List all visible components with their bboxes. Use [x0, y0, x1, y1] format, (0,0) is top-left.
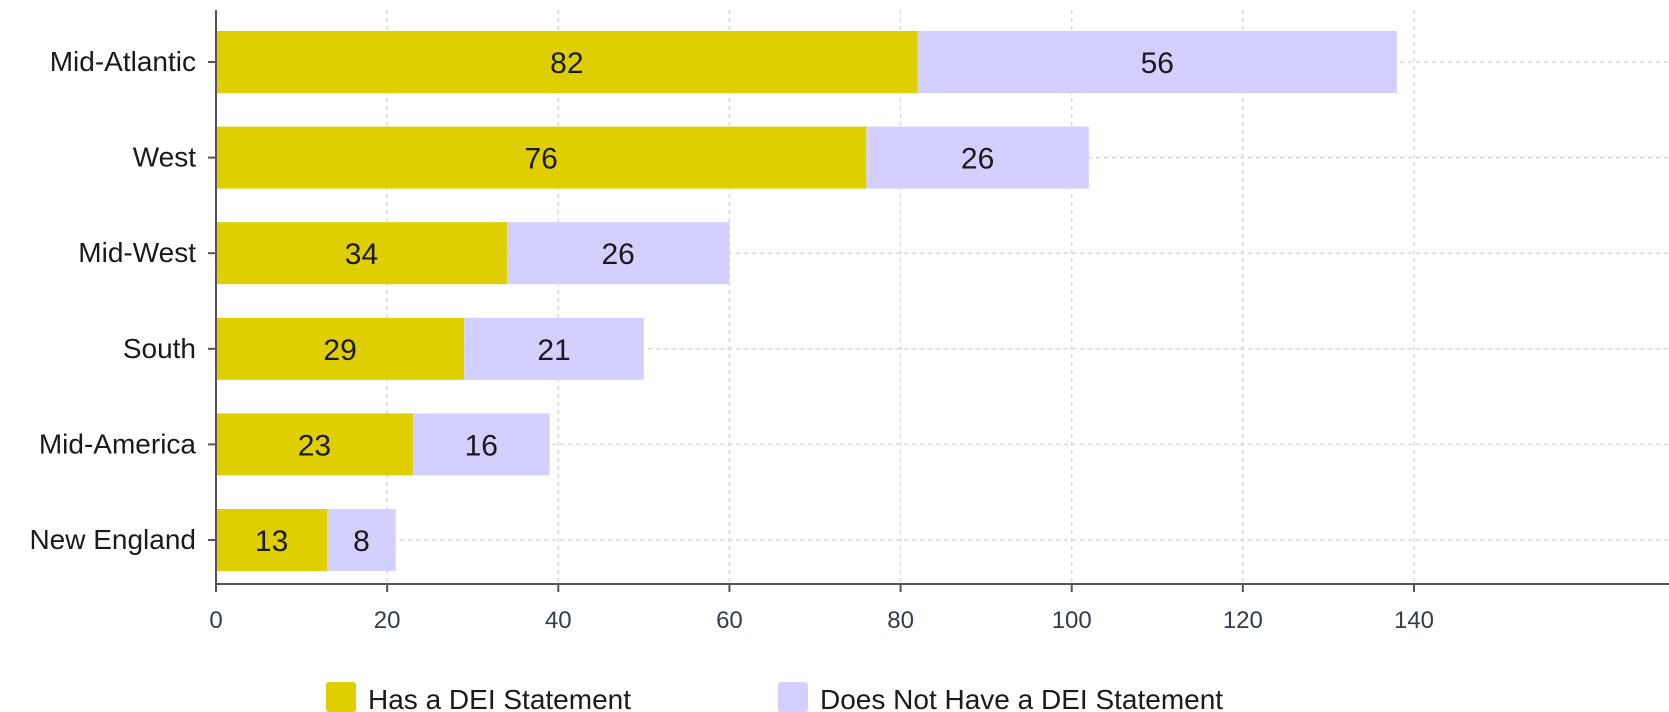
x-tick-label: 60 [716, 607, 743, 634]
bar-mid-atlantic-has-dei [216, 31, 918, 93]
bar-value-label: 56 [1141, 47, 1174, 80]
grid-lines [216, 10, 1669, 584]
bar-value-label: 23 [298, 429, 331, 462]
bar-mid-america-has-dei [216, 413, 413, 476]
axes: Mid-Atlantic West Mid-West South Mid-America… [29, 10, 1669, 634]
legend-swatch-does-not-have-a-dei-statement [778, 682, 808, 712]
legend-label-does-not-have-a-dei-statement: Does Not Have a DEI Statement [820, 684, 1223, 712]
bars: 82 56 76 26 34 26 29 21 23 16 13 8 [216, 31, 1397, 571]
legend: Has a DEI Statement Does Not Have a DEI S… [326, 682, 1223, 712]
y-tick-label-south: South [123, 333, 196, 364]
legend-label-has-a-dei-statement: Has a DEI Statement [368, 684, 631, 712]
x-tick-label: 20 [374, 607, 401, 634]
bar-value-label: 16 [465, 429, 498, 462]
y-tick-label-west: West [133, 142, 196, 173]
bar-mid-west-has-dei [216, 222, 507, 285]
x-tick-label: 120 [1223, 607, 1263, 634]
bar-new-england-no-dei [327, 509, 396, 571]
bar-value-label: 21 [537, 334, 570, 367]
x-tick-label: 100 [1052, 607, 1092, 634]
x-tick-label: 40 [545, 607, 572, 634]
x-tick-label: 0 [209, 607, 222, 634]
y-tick-label-mid-america: Mid-America [39, 428, 197, 459]
bar-value-label: 8 [353, 525, 370, 558]
bar-south-no-dei [464, 317, 644, 380]
bar-value-label: 13 [255, 525, 288, 558]
bar-west-no-dei [866, 126, 1089, 189]
x-tick-label: 140 [1394, 607, 1434, 634]
bar-west-has-dei [216, 126, 867, 189]
y-tick-label-mid-atlantic: Mid-Atlantic [50, 46, 196, 77]
bar-mid-atlantic-no-dei [917, 31, 1397, 93]
x-tick-label: 80 [887, 607, 914, 634]
bar-value-label: 29 [323, 334, 356, 367]
bar-mid-america-no-dei [412, 413, 550, 476]
bar-value-label: 26 [601, 238, 634, 271]
y-tick-label-new-england: New England [29, 524, 196, 555]
bar-value-label: 76 [524, 143, 557, 176]
legend-swatch-has-a-dei-statement [326, 682, 356, 712]
bar-new-england-has-dei [216, 509, 328, 571]
bar-south-has-dei [216, 317, 465, 380]
bar-value-label: 82 [550, 47, 583, 80]
bar-value-label: 26 [961, 143, 994, 176]
y-tick-label-mid-west: Mid-West [78, 237, 196, 268]
bar-value-label: 34 [345, 238, 378, 271]
bar-mid-west-no-dei [506, 222, 730, 285]
